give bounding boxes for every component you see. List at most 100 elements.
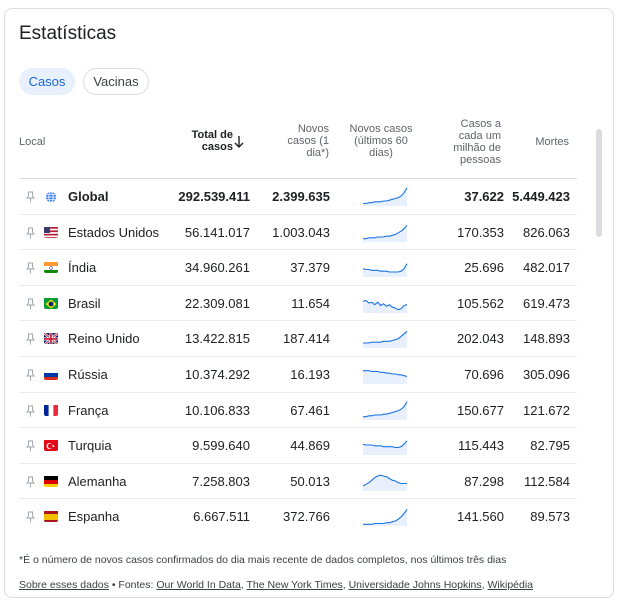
uk-flag-icon: [44, 332, 58, 345]
header-total-casos[interactable]: Total de casos: [171, 129, 233, 153]
new-cases: 372.766: [283, 509, 330, 525]
trend-sparkline: [363, 370, 408, 384]
sparkline-area: [363, 509, 407, 527]
deaths: 619.473: [523, 295, 570, 311]
pin-icon[interactable]: [26, 368, 35, 381]
header-novos-60-dias: Novos casos (últimos 60 dias): [341, 123, 421, 159]
france-flag-icon: [44, 404, 58, 416]
tab-casos[interactable]: Casos: [19, 68, 75, 95]
cases-per-million: 141.560: [457, 509, 504, 525]
location-name: Global: [68, 189, 109, 204]
table-row[interactable]: Reino Unido 13.422.815 187.414 202.043 148.8…: [19, 320, 577, 356]
total-cases: 292.539.411: [178, 189, 250, 204]
header-total-line2: casos: [201, 141, 233, 153]
trend-sparkline: [363, 187, 408, 206]
cases-per-million: 70.696: [464, 367, 504, 382]
table-row[interactable]: Brasil 22.309.081 11.654 105.562 619.473: [19, 284, 577, 321]
new-cases: 44.869: [290, 438, 330, 454]
cases-per-million: 87.298: [464, 473, 504, 489]
pin-icon[interactable]: [26, 190, 35, 203]
sources-separator: • Fontes:: [108, 579, 157, 591]
header-novos-casos[interactable]: Novos casos (1 dia*): [267, 123, 329, 159]
total-cases: 6.667.511: [193, 509, 250, 525]
trend-sparkline: [363, 509, 408, 527]
trend-sparkline: [363, 331, 408, 349]
sparkline-line: [363, 509, 408, 526]
total-cases: 7.258.803: [192, 473, 250, 489]
header-local[interactable]: Local: [19, 136, 46, 148]
cases-per-million: 115.443: [457, 438, 504, 454]
location-name: Estados Unidos: [68, 224, 160, 240]
sparkline-area: [363, 300, 407, 313]
trend-sparkline: [363, 224, 408, 242]
sparkline-line: [362, 299, 408, 311]
table-row[interactable]: Global 292.539.411 2.399.635 37.622 5.449.42…: [19, 178, 577, 214]
header-mortes[interactable]: Mortes: [535, 136, 569, 148]
sparkline-line: [363, 401, 408, 417]
sparkline-area: [363, 187, 407, 206]
header-novos60-line2: (últimos 60: [354, 135, 408, 147]
brazil-flag-icon: [44, 297, 58, 309]
pin-icon[interactable]: [26, 510, 35, 523]
new-cases: 2.399.635: [272, 189, 330, 204]
deaths: 148.893: [523, 331, 570, 347]
pin-icon[interactable]: [26, 439, 35, 452]
table-row[interactable]: Alemanha 7.258.803 50.013 87.298 112.584: [19, 462, 577, 499]
pin-icon[interactable]: [26, 261, 35, 274]
sparkline-line: [362, 474, 407, 487]
source-link-nyt[interactable]: The New York Times: [246, 579, 343, 591]
header-milhao-line2: cada um: [458, 130, 501, 142]
sources-line: Sobre esses dados • Fontes: Our World In…: [19, 579, 534, 591]
cases-per-million: 170.353: [457, 224, 504, 240]
sparkline-line: [363, 370, 408, 378]
new-cases: 37.379: [290, 260, 330, 276]
sort-arrow-down-icon[interactable]: [234, 135, 244, 149]
about-data-link[interactable]: Sobre esses dados: [19, 579, 109, 591]
table-row[interactable]: Rússia 10.374.292 16.193 70.696 305.096: [19, 356, 577, 392]
cases-per-million: 25.696: [464, 260, 504, 276]
header-novos60-line3: dias): [369, 147, 393, 159]
deaths: 112.584: [523, 473, 570, 489]
header-novos-line3: dia*): [306, 147, 329, 159]
table-row[interactable]: Espanha 6.667.511 372.766 141.560 89.573: [19, 498, 577, 534]
trend-sparkline: [362, 440, 408, 456]
pin-icon[interactable]: [26, 332, 35, 345]
sparkline-area: [363, 370, 407, 384]
total-cases: 9.599.640: [192, 438, 250, 454]
header-total-line1: Total de: [191, 129, 233, 141]
sparkline-area: [363, 440, 407, 456]
new-cases: 11.654: [291, 295, 330, 311]
table-row[interactable]: França 10.106.833 67.461 150.677 121.672: [19, 391, 577, 428]
sparkline-line: [363, 224, 408, 239]
us-flag-icon: [44, 226, 58, 238]
location-name: França: [68, 402, 109, 418]
sparkline-line: [362, 263, 408, 273]
source-link-owid[interactable]: Our World In Data: [156, 579, 241, 591]
statistics-card: Estatísticas Casos Vacinas Local Total d…: [4, 8, 614, 598]
total-cases: 10.106.833: [184, 402, 250, 418]
pin-icon[interactable]: [26, 404, 35, 417]
table-row[interactable]: Turquia 9.599.640 44.869 115.443 82.795: [19, 427, 577, 463]
total-cases: 13.422.815: [184, 331, 250, 347]
deaths: 89.573: [530, 509, 570, 525]
pin-icon[interactable]: [26, 226, 35, 239]
germany-flag-icon: [44, 475, 58, 487]
sparkline-line: [362, 440, 408, 449]
source-link-wikipedia[interactable]: Wikipédia: [487, 579, 534, 591]
cases-per-million: 202.043: [457, 331, 504, 347]
new-cases: 187.414: [283, 331, 330, 347]
total-cases: 34.960.261: [184, 260, 250, 276]
table-scrollbar[interactable]: [596, 129, 602, 237]
turkey-flag-icon: [44, 439, 58, 452]
header-casos-por-milhao[interactable]: Casos a cada um milhão de pessoas: [429, 118, 501, 166]
pin-icon[interactable]: [26, 297, 35, 310]
location-name: Turquia: [68, 438, 112, 454]
source-link-jhu[interactable]: Universidade Johns Hopkins: [348, 579, 482, 591]
header-milhao-line3: milhão de: [453, 142, 501, 154]
table-row[interactable]: Estados Unidos 56.141.017 1.003.043 170.353…: [19, 213, 577, 250]
pin-icon[interactable]: [26, 475, 35, 488]
total-cases: 22.309.081: [184, 295, 250, 311]
tab-vacinas[interactable]: Vacinas: [83, 68, 149, 95]
trend-sparkline: [362, 474, 407, 491]
table-row[interactable]: Índia 34.960.261 37.379 25.696 482.017: [19, 249, 577, 285]
